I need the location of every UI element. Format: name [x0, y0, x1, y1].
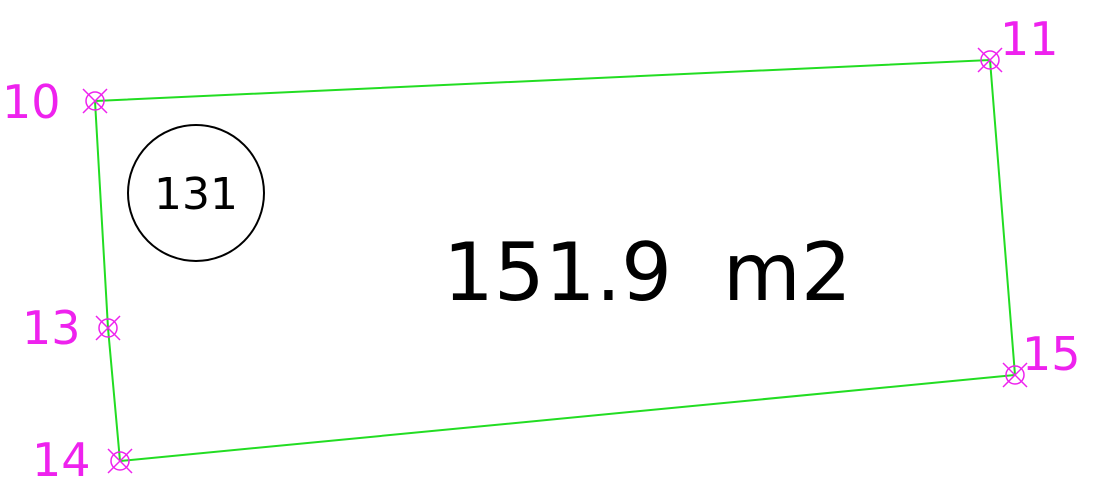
parcel-area-label: 151.9 m2: [443, 226, 852, 319]
point-label-14: 14: [32, 433, 91, 484]
point-marker-14: [107, 448, 133, 474]
parcel-id-circle: [127, 124, 265, 262]
point-marker-15: [1002, 362, 1028, 388]
point-label-11: 11: [1000, 12, 1059, 66]
point-marker-13: [95, 315, 121, 341]
point-label-15: 15: [1022, 327, 1081, 381]
point-marker-11: [977, 47, 1003, 73]
parcel-id-label: 131: [154, 169, 238, 220]
parcel-boundary: [93, 58, 1017, 463]
point-marker-10: [82, 88, 108, 114]
point-label-10: 10: [2, 75, 61, 129]
point-label-13: 13: [22, 301, 81, 355]
